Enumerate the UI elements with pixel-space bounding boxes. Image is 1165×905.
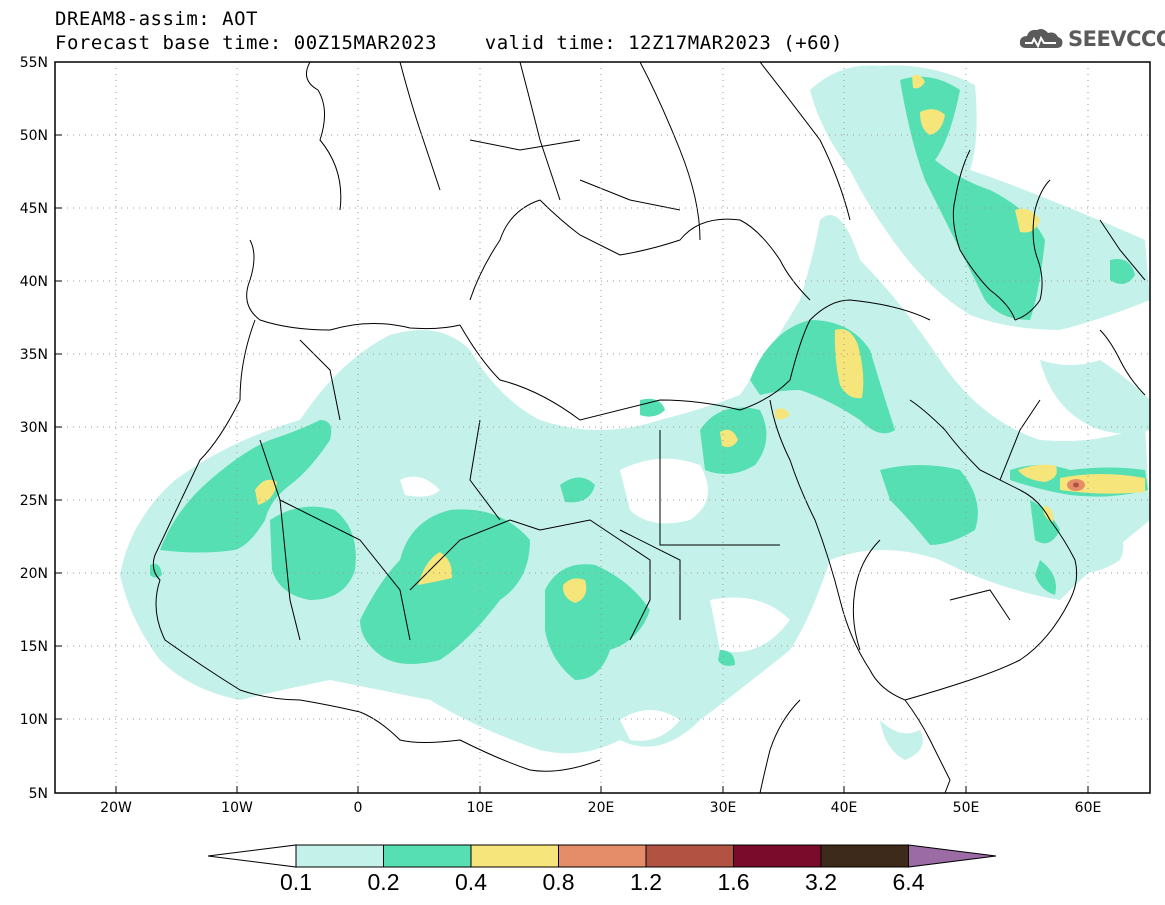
lon-label: 10E (467, 800, 494, 816)
lat-label: 40N (20, 274, 48, 290)
lon-label: 40E (831, 800, 858, 816)
colorbar-swatch (295, 844, 384, 868)
colorbar-swatch (383, 844, 472, 868)
lat-label: 5N (29, 786, 48, 802)
lon-label: 20E (588, 800, 615, 816)
colorbar-label: 0.1 (280, 869, 312, 895)
lon-label: 20W (100, 800, 132, 816)
logo-text: SEEVCCC (1068, 27, 1165, 51)
lon-label: 10W (221, 800, 253, 816)
lon-label: 0 (354, 800, 363, 816)
seevccc-logo: SEEVCCC (1018, 26, 1165, 52)
colorbar-swatch (470, 844, 559, 868)
lat-label: 15N (20, 639, 48, 655)
lon-label: 30E (710, 800, 737, 816)
cloud-icon (1019, 29, 1063, 49)
colorbar-swatch (820, 844, 909, 868)
colorbar-label: 0.4 (455, 869, 487, 895)
lon-labels: 20W 10W 0 10E 20E 30E 40E 50E 60E (100, 800, 1101, 816)
colorbar (207, 844, 997, 868)
aot-field (120, 65, 1150, 760)
lon-label: 50E (953, 800, 980, 816)
aot-band-0.4 (255, 74, 1145, 603)
lat-label: 50N (20, 128, 48, 144)
lat-label: 55N (20, 55, 48, 71)
lat-label: 30N (20, 420, 48, 436)
colorbar-label: 1.6 (717, 869, 750, 895)
aot-band-0.8 (1067, 479, 1085, 491)
colorbar-label: 6.4 (892, 869, 925, 895)
map-title: DREAM8-assim: AOT (55, 8, 258, 30)
coastlines (152, 62, 1146, 793)
colorbar-under-arrow (207, 844, 297, 868)
aot-band-0.1 (120, 65, 1150, 760)
colorbar-swatch (645, 844, 734, 868)
colorbar-swatch (733, 844, 822, 868)
lon-label: 60E (1075, 800, 1102, 816)
lat-label: 35N (20, 347, 48, 363)
colorbar-label: 0.8 (542, 869, 575, 895)
colorbar-swatch (558, 844, 647, 868)
colorbar-label: 1.2 (630, 869, 662, 895)
lat-label: 45N (20, 201, 48, 217)
lat-label: 25N (20, 493, 48, 509)
colorbar-label: 3.2 (805, 869, 837, 895)
lat-label: 10N (20, 712, 48, 728)
lat-label: 20N (20, 566, 48, 582)
lat-labels: 55N 50N 45N 40N 35N 30N 25N 20N 15N 10N … (20, 55, 48, 802)
graticule (55, 62, 1150, 793)
colorbar-over-arrow (908, 844, 997, 868)
aot-gaps (400, 458, 790, 741)
forecast-times: Forecast base time: 00Z15MAR2023 valid t… (55, 32, 843, 54)
tick-marks (55, 134, 1089, 793)
colorbar-label: 0.2 (367, 869, 400, 895)
